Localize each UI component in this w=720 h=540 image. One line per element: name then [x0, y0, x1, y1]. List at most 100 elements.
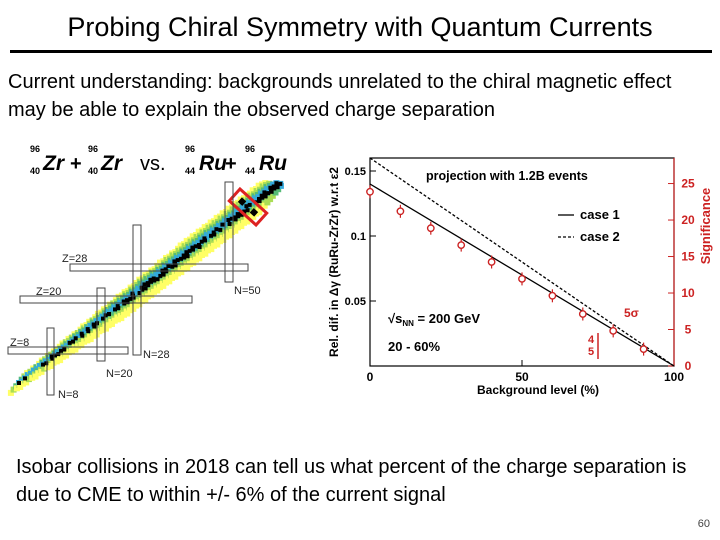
band-cell [105, 322, 112, 329]
band-cell [32, 373, 39, 380]
stable-cell [107, 312, 111, 316]
magic-label-n28: N=28 [143, 349, 170, 361]
stable-cell [233, 215, 237, 220]
stable-cell [142, 282, 147, 287]
stable-cell [41, 362, 45, 367]
band-cell [133, 302, 139, 309]
stable-cell [44, 361, 49, 366]
stable-cell [187, 248, 192, 253]
stable-cell [262, 190, 267, 195]
magic-line-n20 [96, 287, 106, 362]
band-cell [184, 264, 191, 271]
sigma-4-tick: 4 [588, 334, 595, 346]
data-point [609, 326, 618, 335]
stable-cell [125, 300, 130, 305]
band-cell [154, 287, 161, 294]
title-underline [10, 50, 712, 53]
band-cell [226, 232, 233, 239]
stable-cell [259, 193, 264, 198]
stable-cell [278, 181, 283, 186]
right-axis-label: Significance [698, 188, 713, 265]
energy-value: = 200 GeV [414, 311, 480, 326]
band-cell [256, 209, 263, 216]
data-point [548, 291, 557, 300]
stable-cell [266, 191, 271, 196]
band-cell [148, 292, 155, 299]
data-point [366, 187, 374, 196]
isobar-highlight [227, 186, 269, 228]
x-axis-label: Background level (%) [477, 383, 599, 397]
band-cell [7, 389, 14, 396]
stable-cell [59, 348, 63, 353]
projection-chart: 0 50 100 0.05 0.1 0.15 0 5 10 15 20 25 Rel. dif. … [327, 157, 713, 397]
band-cell [172, 273, 179, 280]
stable-cell [245, 208, 250, 213]
right-tick-label: 15 [681, 250, 695, 264]
ru-z: 44 [185, 166, 195, 176]
isobar-highlight-box [227, 186, 269, 228]
stable-cell [173, 263, 178, 268]
band-cell [59, 353, 66, 360]
stable-cell [218, 227, 223, 232]
y-tick-label: 0.15 [345, 166, 366, 178]
band-cell [211, 242, 217, 249]
legend: case 1 case 2 [558, 207, 620, 244]
band-cell [87, 336, 94, 343]
page-number: 60 [697, 518, 710, 530]
stable-cell [275, 183, 279, 188]
data-point [578, 310, 587, 318]
vs-label: vs. [140, 153, 166, 175]
band-cell [250, 213, 257, 220]
band-cell [124, 310, 131, 317]
stable-cell [86, 329, 91, 334]
stable-cell [185, 254, 190, 259]
isobar-formula: 96 40 Zr + 96 40 Zr vs. 96 44 Ru + 96 44… [30, 144, 287, 176]
right-axis-ticks: 0 5 10 15 20 25 [668, 158, 695, 373]
band-cell [63, 352, 70, 359]
band-cell [220, 236, 227, 243]
stable-cell [203, 238, 207, 243]
band-cell [151, 288, 157, 295]
stable-cell [227, 222, 232, 226]
stable-cell [113, 307, 117, 312]
x-tick-label: 50 [515, 370, 529, 384]
stable-cell [229, 216, 234, 221]
band-cell [121, 311, 127, 318]
band-cell [229, 229, 235, 235]
band-cell [69, 347, 76, 354]
stable-cell [182, 255, 187, 260]
stable-cell [202, 236, 207, 241]
band-cell [57, 357, 64, 364]
band-cell [232, 227, 239, 234]
stable-cell [17, 381, 21, 385]
right-tick-label: 25 [681, 177, 695, 191]
stable-cell [172, 259, 177, 264]
band-cell [115, 316, 121, 323]
zr-mass: 96 [30, 144, 40, 154]
data-point [487, 258, 496, 266]
stable-cell [62, 347, 67, 352]
right-tick-label: 10 [681, 286, 695, 300]
legend-label-case2: case 2 [580, 229, 620, 244]
band-cell [109, 321, 115, 327]
zr-z-2: 40 [88, 166, 98, 176]
y-tick-label: 0.1 [351, 231, 366, 243]
stable-cell [179, 256, 183, 261]
data-point [639, 345, 648, 354]
energy-symbol: √s [388, 311, 402, 326]
stable-cell [274, 181, 279, 186]
svg-text:√sNN = 200 GeV: √sNN = 200 GeV [388, 311, 480, 328]
stable-cell [158, 273, 163, 278]
band-cell [199, 252, 205, 258]
stable-cell [131, 295, 136, 300]
band-cell [90, 332, 97, 339]
data-point [518, 274, 526, 283]
stable-cell [226, 218, 231, 222]
band-cell [235, 224, 241, 231]
band-cell [272, 189, 279, 196]
stable-cell [193, 244, 198, 249]
stable-cell [116, 306, 121, 311]
stable-cell [50, 356, 55, 361]
stable-cell [146, 283, 151, 288]
band-cell [190, 259, 197, 266]
